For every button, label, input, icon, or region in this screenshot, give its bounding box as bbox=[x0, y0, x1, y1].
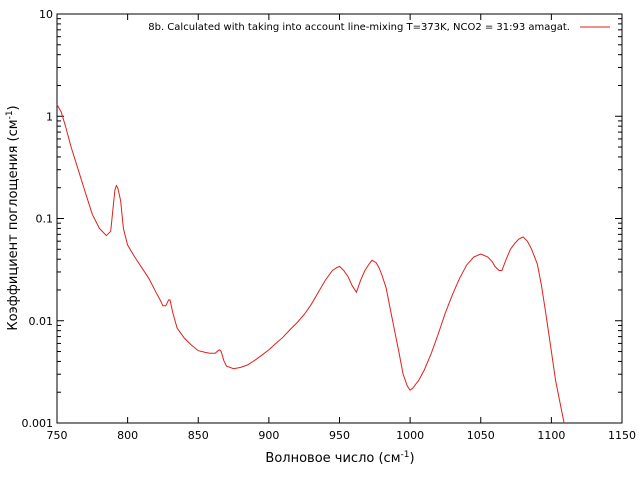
y-tick-label: 0.01 bbox=[29, 315, 54, 328]
x-tick-label: 1100 bbox=[537, 429, 565, 442]
x-tick-label: 850 bbox=[188, 429, 209, 442]
x-tick-label: 900 bbox=[258, 429, 279, 442]
series-line bbox=[56, 104, 565, 424]
x-tick-label: 950 bbox=[329, 429, 350, 442]
x-tick-label: 1000 bbox=[396, 429, 424, 442]
x-tick-label: 800 bbox=[117, 429, 138, 442]
axis-tick-labels: 750 800 850 900 950 1000 1050 1100 1150 0.001 0.01… bbox=[22, 8, 637, 442]
legend: 8b. Calculated with taking into account … bbox=[148, 22, 610, 33]
axis-ticks bbox=[56, 13, 623, 424]
y-tick-label: 10 bbox=[39, 8, 53, 21]
x-tick-label: 1150 bbox=[608, 429, 636, 442]
y-tick-label: 1 bbox=[46, 110, 53, 123]
y-tick-label: 0.1 bbox=[36, 213, 54, 226]
y-tick-label: 0.001 bbox=[22, 417, 54, 430]
plot-frame bbox=[56, 13, 623, 424]
y-axis-title: Коэффициент поглощения (см-1) bbox=[5, 105, 21, 330]
x-axis-title: Волновое число (см-1) bbox=[265, 450, 414, 466]
legend-label: 8b. Calculated with taking into account … bbox=[148, 22, 570, 33]
x-tick-label: 750 bbox=[47, 429, 68, 442]
x-tick-label: 1050 bbox=[467, 429, 495, 442]
